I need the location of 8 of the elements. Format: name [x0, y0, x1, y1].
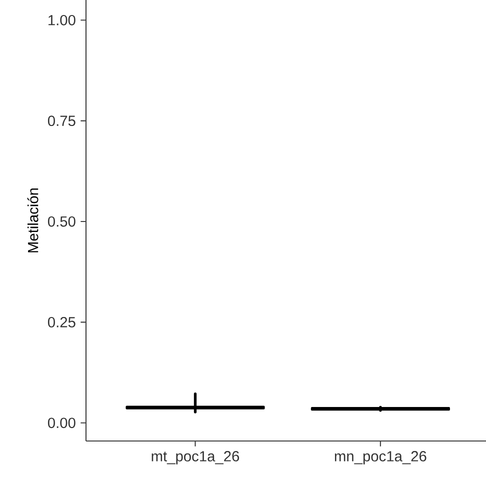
y-tick-label: 1.00 [48, 14, 76, 26]
y-tick-label: 0.25 [48, 317, 76, 328]
y-tick-label: 0.50 [48, 216, 76, 227]
x-tick-label: mn_poc1a_26 [334, 451, 426, 464]
x-tick-label: mt_poc1a_26 [152, 451, 240, 464]
y-axis-title: Metilación [27, 188, 38, 252]
y-tick-label: 0.00 [48, 418, 76, 428]
y-tick-label: 0.75 [48, 116, 76, 126]
